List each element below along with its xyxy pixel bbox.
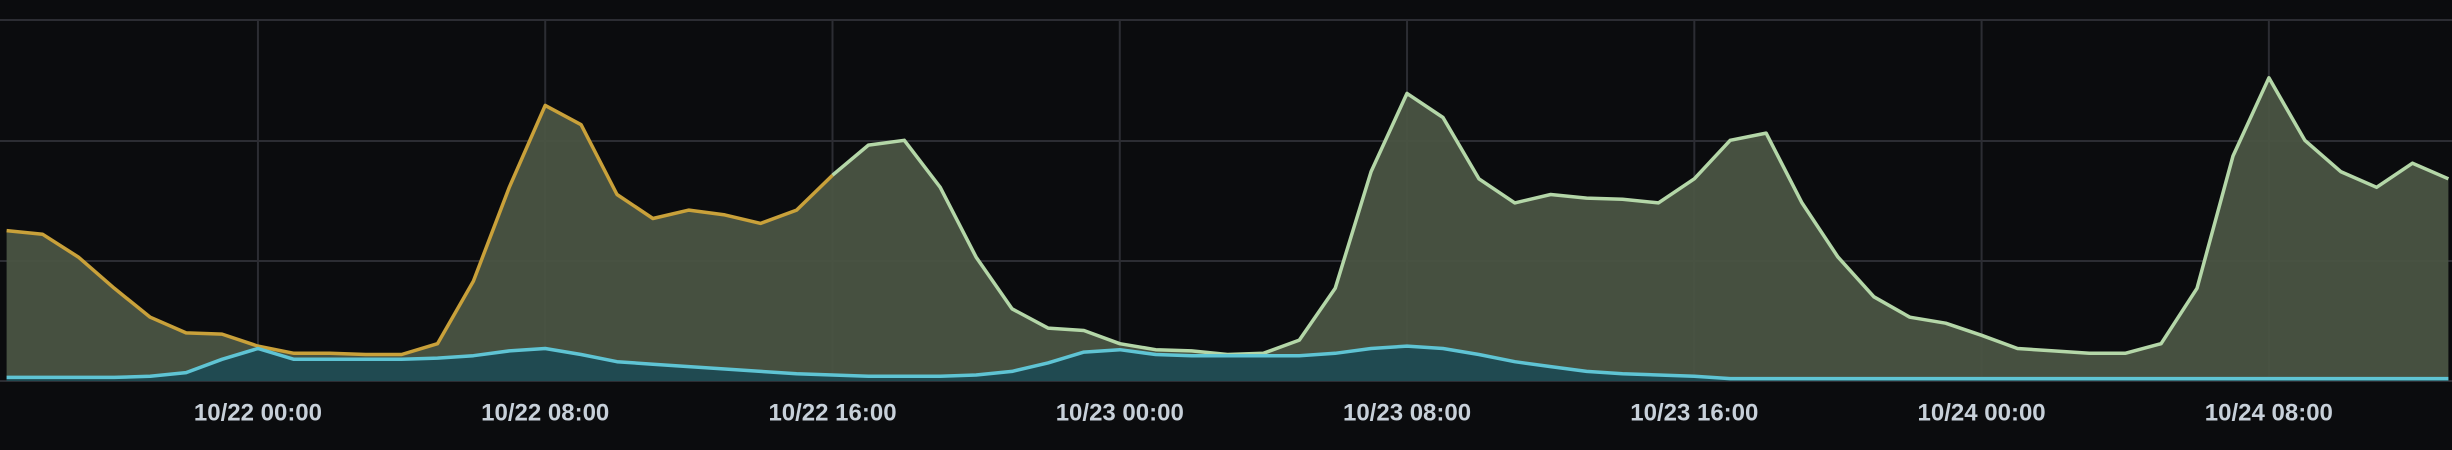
- series-line: [6, 344, 2449, 381]
- x-tick-label: 10/23 16:00: [1630, 399, 1758, 426]
- x-tick-label: 10/22 16:00: [768, 399, 896, 426]
- series-area: [6, 346, 2449, 381]
- x-tick-label: 10/22 00:00: [194, 399, 322, 426]
- x-tick-label: 10/24 08:00: [2205, 399, 2333, 426]
- x-tick-label: 10/22 08:00: [481, 399, 609, 426]
- x-tick-label: 10/23 08:00: [1343, 399, 1471, 426]
- series-line: [6, 103, 834, 357]
- series-area: [6, 105, 833, 382]
- series-line: [831, 76, 2450, 357]
- x-tick-label: 10/23 00:00: [1056, 399, 1184, 426]
- series-area: [832, 77, 2449, 382]
- x-tick-label: 10/24 00:00: [1918, 399, 2046, 426]
